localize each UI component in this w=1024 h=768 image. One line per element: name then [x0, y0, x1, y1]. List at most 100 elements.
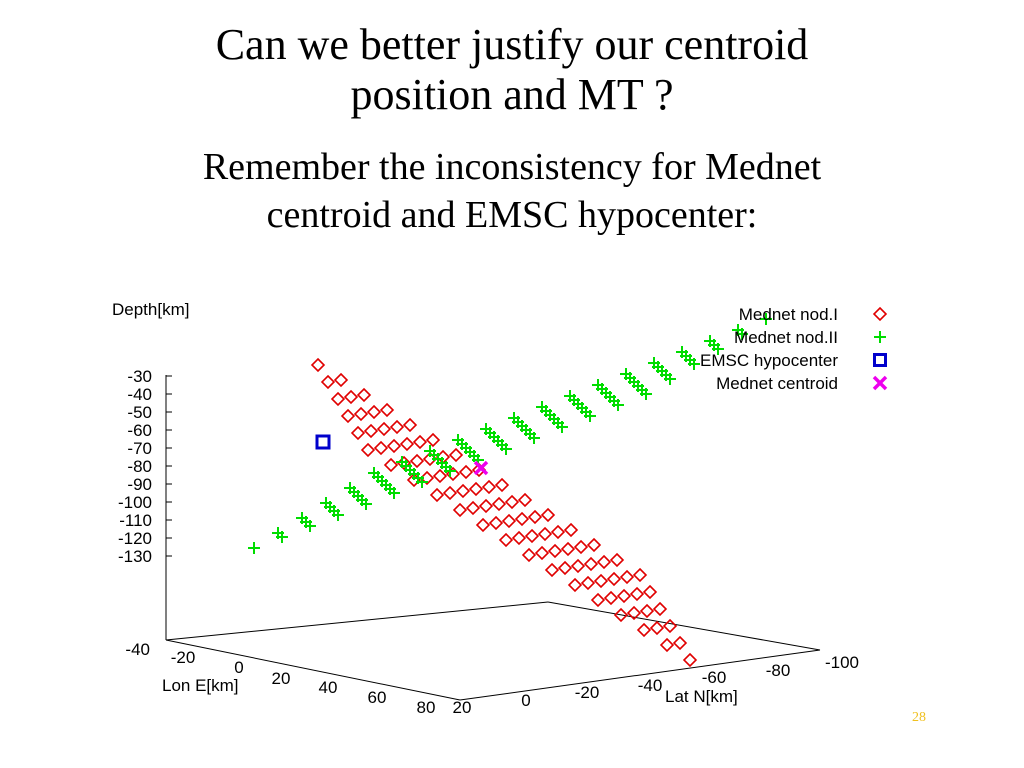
plus-marker [736, 328, 748, 340]
y-tick-label: -100 [825, 653, 859, 672]
y-tick-label: -40 [638, 676, 663, 695]
diamond-marker [491, 496, 507, 512]
diamond-marker [429, 487, 445, 503]
diamond-marker [448, 447, 464, 463]
x-tick-label: 0 [234, 658, 243, 677]
diamond-marker [514, 511, 530, 527]
diamond-marker [570, 558, 586, 574]
diamond-marker [872, 306, 888, 322]
diamond-marker [537, 526, 553, 542]
plus-marker [712, 343, 724, 355]
diamond-marker [478, 498, 494, 514]
diamond-marker [475, 517, 491, 533]
diamond-marker [639, 603, 655, 619]
diamond-marker [517, 492, 533, 508]
diamond-marker [455, 483, 471, 499]
title-line-2: position and MT ? [350, 70, 674, 119]
plus-marker [444, 465, 456, 477]
diamond-marker [596, 554, 612, 570]
diamond-marker [383, 457, 399, 473]
plus-marker [416, 476, 428, 488]
diamond-marker [498, 532, 514, 548]
diamond-marker [567, 577, 583, 593]
series-mednet-nodal-2 [248, 313, 772, 554]
diamond-marker [363, 423, 379, 439]
diamond-marker [389, 419, 405, 435]
plus-marker [388, 487, 400, 499]
diamond-marker [547, 543, 563, 559]
diamond-marker [550, 524, 566, 540]
z-axis-label: Depth[km] [112, 300, 189, 319]
slide-page-number: 28 [912, 710, 926, 725]
diamond-marker [613, 607, 629, 623]
diamond-marker [672, 635, 688, 651]
z-tick-label: -70 [127, 439, 152, 458]
x-tick-label: 40 [319, 678, 338, 697]
square-marker [873, 353, 887, 367]
plus-marker [612, 399, 624, 411]
plus-marker [556, 421, 568, 433]
diamond-marker [583, 556, 599, 572]
x-tick-label: -20 [171, 648, 196, 667]
diamond-marker [606, 571, 622, 587]
diamond-marker [458, 464, 474, 480]
diamond-marker [330, 391, 346, 407]
diamond-marker [527, 509, 543, 525]
diamond-marker [557, 560, 573, 576]
z-tick-label: -110 [119, 511, 152, 530]
diamond-marker [488, 515, 504, 531]
diamond-marker [632, 567, 648, 583]
diamond-marker [609, 552, 625, 568]
y-tick-labels: 20 0 -20 -40 -60 -80 -100 [453, 653, 859, 717]
z-tick-labels: -30-40-50-60-70-80-90-100-110-120-130 [118, 367, 172, 566]
diamond-marker [379, 402, 395, 418]
diamond-marker [465, 500, 481, 516]
z-tick-label: -90 [127, 475, 152, 494]
title-line-1: Can we better justify our centroid [215, 20, 809, 69]
diamond-marker [524, 528, 540, 544]
diamond-marker [468, 481, 484, 497]
diamond-marker [353, 406, 369, 422]
cross-marker [473, 460, 489, 476]
diamond-marker [504, 494, 520, 510]
diamond-marker [652, 601, 668, 617]
diamond-marker [442, 485, 458, 501]
plus-marker [500, 443, 512, 455]
z-tick-label: -40 [127, 385, 152, 404]
plus-marker [332, 509, 344, 521]
legend-label-hypocenter: EMSC hypocenter [700, 351, 838, 370]
diamond-marker [452, 502, 468, 518]
plus-marker [584, 410, 596, 422]
scatter-3d-chart: Depth[km] -30-40-50-60-70-80-90-100-110-… [112, 300, 888, 717]
diamond-marker [619, 569, 635, 585]
diamond-marker [521, 547, 537, 563]
diamond-marker [350, 425, 366, 441]
z-tick-label: -60 [127, 421, 152, 440]
x-tick-labels: -20 0 20 40 60 80 [171, 648, 436, 717]
x-tick-label: 60 [368, 688, 387, 707]
legend-label-centroid: Mednet centroid [716, 374, 838, 393]
subtitle-line-1: Remember the inconsistency for Mednet [202, 146, 822, 188]
axes-frame [165, 375, 821, 701]
chart-legend: Mednet nod.I Mednet nod.II EMSC hypocent… [700, 305, 888, 393]
diamond-marker [593, 573, 609, 589]
diamond-marker [399, 436, 415, 452]
diamond-marker [662, 618, 678, 634]
diamond-marker [659, 637, 675, 653]
diamond-marker [402, 417, 418, 433]
diamond-marker [412, 434, 428, 450]
diamond-marker [682, 652, 698, 668]
diamond-marker [540, 507, 556, 523]
z-axis-bottom-label: -40 [125, 640, 150, 659]
series-emsc-hypocenter [315, 434, 331, 450]
diamond-marker [409, 453, 425, 469]
diamond-marker [603, 590, 619, 606]
plus-marker [640, 388, 652, 400]
diamond-marker [629, 586, 645, 602]
plus-marker [248, 542, 260, 554]
diamond-marker [649, 620, 665, 636]
slide-title: Can we better justify our centroid posit… [0, 20, 1024, 120]
z-tick-label: -80 [127, 457, 152, 476]
x-axis-label: Lon E[km] [162, 676, 239, 695]
y-tick-label: -80 [766, 661, 791, 680]
